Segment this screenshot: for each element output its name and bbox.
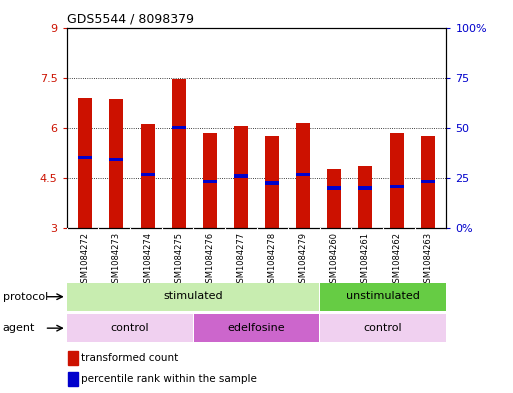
Text: agent: agent xyxy=(3,323,35,333)
Bar xyxy=(172,126,186,129)
Bar xyxy=(203,180,217,183)
Text: protocol: protocol xyxy=(3,292,48,302)
Bar xyxy=(172,79,186,228)
Bar xyxy=(194,314,319,342)
Bar xyxy=(234,126,248,228)
Text: GSM1084278: GSM1084278 xyxy=(268,232,277,288)
Bar xyxy=(265,181,279,185)
Text: GSM1084275: GSM1084275 xyxy=(174,232,183,288)
Text: GSM1084263: GSM1084263 xyxy=(423,232,432,288)
Bar xyxy=(327,186,341,189)
Text: control: control xyxy=(111,323,149,332)
Bar xyxy=(68,372,78,386)
Bar xyxy=(389,185,404,188)
Bar xyxy=(265,136,279,228)
Bar xyxy=(78,98,92,228)
Bar xyxy=(421,136,435,228)
Bar xyxy=(67,283,319,311)
Text: GSM1084262: GSM1084262 xyxy=(392,232,401,288)
Bar xyxy=(321,314,446,342)
Text: GSM1084277: GSM1084277 xyxy=(236,232,245,288)
Bar xyxy=(234,174,248,178)
Text: GDS5544 / 8098379: GDS5544 / 8098379 xyxy=(67,13,194,26)
Bar xyxy=(109,158,124,161)
Text: GSM1084273: GSM1084273 xyxy=(112,232,121,288)
Text: edelfosine: edelfosine xyxy=(228,323,285,332)
Text: unstimulated: unstimulated xyxy=(346,291,420,301)
Bar xyxy=(389,133,404,228)
Bar xyxy=(109,99,124,228)
Text: transformed count: transformed count xyxy=(81,353,178,363)
Bar xyxy=(67,314,192,342)
Text: GSM1084276: GSM1084276 xyxy=(205,232,214,288)
Bar xyxy=(327,169,341,228)
Text: GSM1084272: GSM1084272 xyxy=(81,232,90,288)
Bar xyxy=(421,180,435,183)
Text: GSM1084261: GSM1084261 xyxy=(361,232,370,288)
Bar xyxy=(203,133,217,228)
Text: control: control xyxy=(364,323,402,332)
Text: percentile rank within the sample: percentile rank within the sample xyxy=(81,374,257,384)
Bar xyxy=(296,123,310,228)
Bar xyxy=(141,125,154,228)
Bar xyxy=(359,166,372,228)
Bar xyxy=(296,173,310,176)
Text: GSM1084279: GSM1084279 xyxy=(299,232,308,288)
Bar xyxy=(359,186,372,189)
Bar xyxy=(68,351,78,365)
Text: stimulated: stimulated xyxy=(164,291,223,301)
Bar xyxy=(141,173,154,176)
Text: GSM1084260: GSM1084260 xyxy=(330,232,339,288)
Text: GSM1084274: GSM1084274 xyxy=(143,232,152,288)
Bar xyxy=(78,156,92,160)
Bar xyxy=(321,283,446,311)
